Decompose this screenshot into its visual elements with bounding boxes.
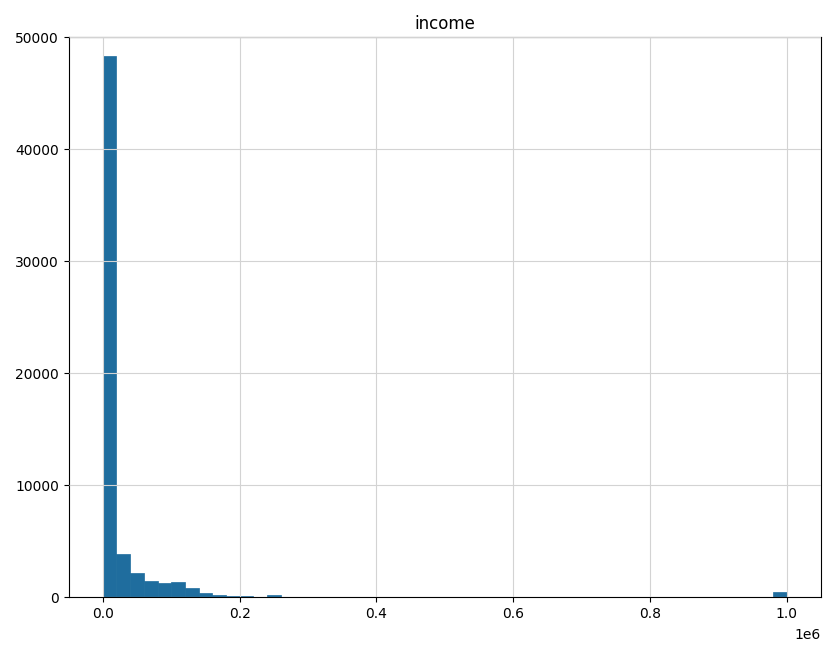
Bar: [157, 583, 171, 597]
Bar: [212, 595, 226, 597]
Bar: [185, 589, 199, 597]
Bar: [116, 554, 130, 597]
Bar: [199, 593, 212, 597]
Bar: [130, 573, 144, 597]
Bar: [240, 596, 253, 597]
Title: income: income: [415, 15, 475, 33]
Bar: [144, 581, 157, 597]
Text: 1e6: 1e6: [795, 628, 821, 642]
Bar: [267, 595, 281, 597]
Bar: [773, 592, 787, 597]
Bar: [171, 581, 185, 597]
Bar: [103, 57, 116, 597]
